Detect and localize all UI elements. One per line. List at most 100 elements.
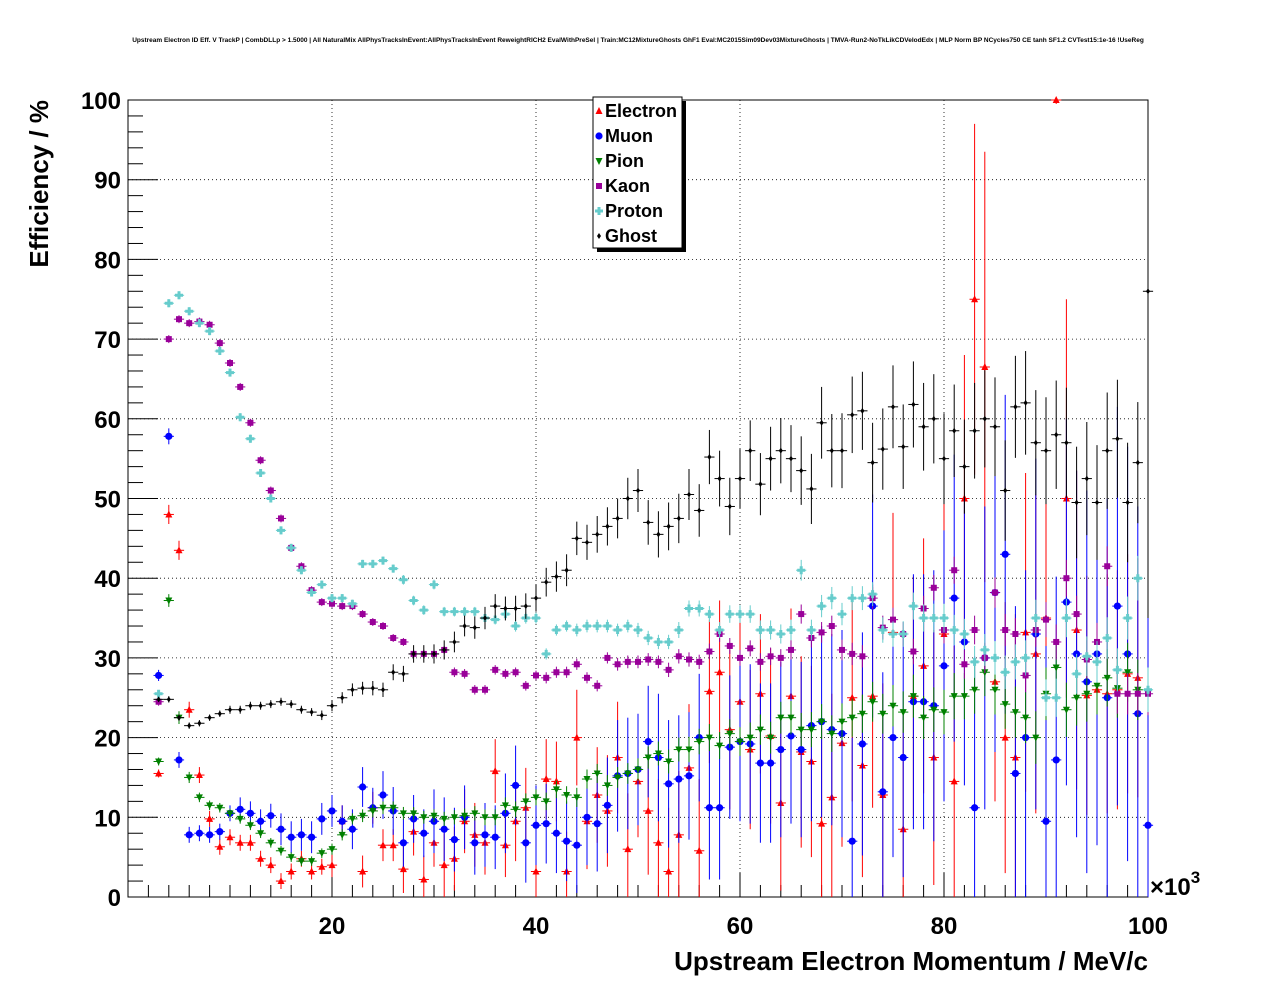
data-point	[542, 649, 551, 658]
data-point	[542, 820, 550, 828]
data-point	[1012, 630, 1019, 637]
legend-label-ghost: Ghost	[605, 226, 657, 246]
data-point	[614, 774, 622, 782]
data-point	[777, 745, 785, 754]
data-point	[287, 867, 295, 875]
data-point	[440, 607, 449, 616]
data-point	[838, 718, 846, 726]
data-point	[737, 654, 743, 661]
data-point	[226, 810, 234, 818]
data-point	[891, 403, 895, 410]
data-point	[460, 607, 469, 616]
data-point	[409, 596, 418, 605]
data-point	[615, 515, 620, 522]
data-point	[1105, 447, 1110, 454]
data-point	[768, 455, 773, 462]
data-point	[187, 722, 192, 729]
data-point	[685, 604, 693, 613]
data-point	[492, 666, 499, 673]
data-point	[1135, 459, 1140, 466]
data-point	[328, 861, 336, 869]
data-point	[767, 734, 775, 742]
data-point	[257, 457, 264, 464]
data-point	[646, 519, 651, 526]
data-point	[380, 623, 386, 630]
data-point	[389, 841, 397, 849]
data-point	[1123, 614, 1132, 623]
data-point	[309, 709, 314, 716]
data-point	[175, 546, 183, 554]
tick-labels: 20 40 60 80 100 0 10 20 30 40 50 60 70 80 90 100	[81, 88, 1168, 940]
data-point	[695, 604, 704, 613]
data-point	[1052, 693, 1061, 702]
data-point	[593, 622, 602, 631]
data-point	[206, 814, 214, 822]
data-point	[1093, 657, 1101, 666]
data-point	[206, 321, 213, 328]
data-point	[878, 626, 887, 635]
data-point	[197, 720, 202, 727]
data-point	[215, 347, 224, 356]
data-point	[767, 653, 774, 660]
data-point	[400, 638, 407, 645]
data-point	[992, 589, 998, 596]
data-point	[195, 794, 203, 802]
data-point	[328, 807, 336, 815]
data-point	[818, 819, 826, 827]
data-point	[645, 656, 652, 663]
data-point	[972, 427, 977, 434]
data-point	[767, 759, 775, 767]
data-point	[287, 543, 296, 552]
data-point	[277, 877, 285, 885]
data-point	[483, 615, 487, 622]
data-point	[960, 629, 969, 638]
data-point	[716, 804, 724, 812]
data-point	[1073, 694, 1081, 702]
data-point	[257, 854, 265, 862]
data-point	[848, 837, 856, 845]
data-point	[1073, 611, 1080, 618]
data-point	[1062, 706, 1070, 714]
data-point	[1054, 431, 1059, 438]
data-point	[675, 775, 683, 783]
data-point	[819, 419, 824, 426]
data-point	[155, 758, 163, 766]
data-point	[686, 656, 692, 663]
data-point	[727, 503, 732, 510]
data-point	[248, 702, 253, 709]
data-point	[186, 320, 193, 327]
y-tick-label: 50	[94, 487, 121, 514]
data-point	[299, 706, 304, 713]
data-point	[379, 791, 387, 799]
data-point	[1002, 627, 1009, 634]
data-point	[491, 767, 499, 775]
data-point	[491, 833, 499, 841]
data-point	[930, 584, 937, 591]
data-point	[675, 746, 683, 754]
data-point	[348, 599, 357, 608]
data-point	[951, 567, 958, 574]
data-point	[1144, 685, 1152, 694]
data-point	[993, 423, 997, 430]
data-point	[534, 595, 538, 602]
data-point	[860, 407, 865, 414]
data-point	[970, 657, 979, 666]
data-point	[687, 491, 691, 498]
data-point	[705, 687, 713, 695]
data-point	[705, 610, 714, 619]
data-point	[909, 693, 917, 701]
data-point	[798, 611, 805, 618]
data-point	[971, 804, 979, 812]
data-point	[1084, 475, 1089, 482]
data-point	[359, 812, 367, 820]
data-point	[338, 594, 347, 603]
data-point	[940, 709, 948, 717]
data-point	[287, 854, 295, 862]
data-point	[1082, 652, 1091, 661]
data-point	[552, 626, 561, 635]
data-point	[165, 597, 173, 605]
data-point	[817, 602, 826, 611]
data-point	[195, 829, 203, 837]
data-point	[624, 845, 632, 853]
data-point	[543, 674, 550, 681]
